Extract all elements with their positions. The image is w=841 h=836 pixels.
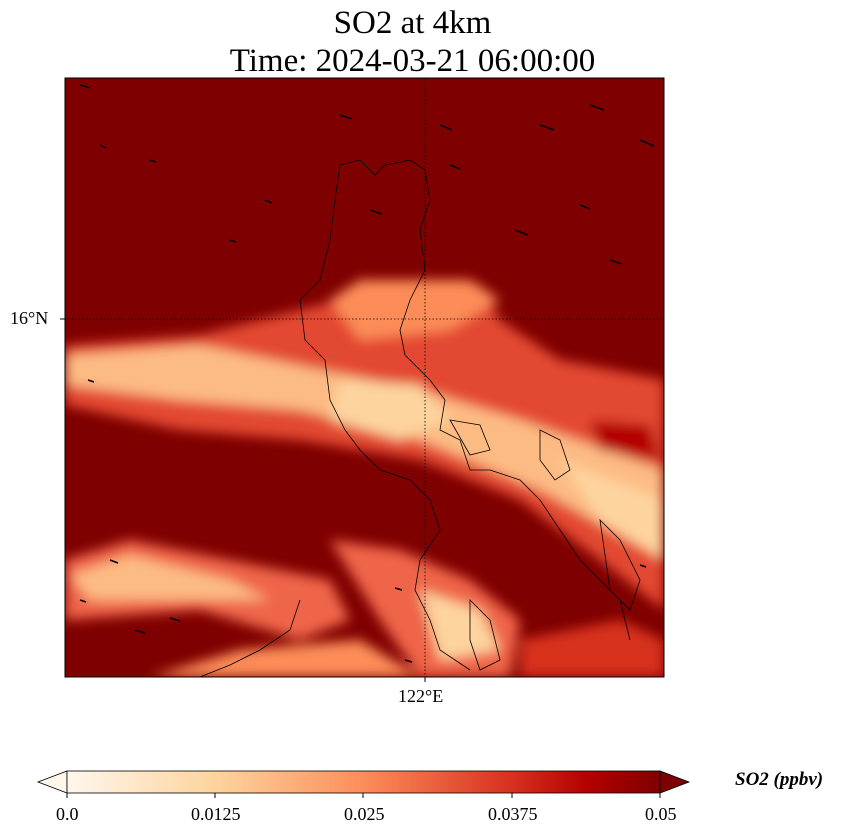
colorbar-tick-label: 0.0125 <box>191 804 241 824</box>
plume-lower-core <box>70 555 270 600</box>
colorbar-tick-label: 0.05 <box>645 804 677 824</box>
coastline <box>199 159 641 677</box>
plume-band-upper <box>330 280 500 340</box>
colorbar <box>66 770 661 794</box>
lon-tick-label: 122°E <box>398 686 444 706</box>
lat-tick-label: 16°N <box>10 308 49 328</box>
wind-arrows <box>79 84 655 663</box>
plume-band-dark <box>590 420 660 460</box>
colorbar-label: SO2 (ppbv) <box>735 769 824 790</box>
colorbar-tick-label: 0.025 <box>344 804 385 824</box>
plume-band-right <box>560 460 664 560</box>
colorbar-extend-low <box>36 770 68 794</box>
colorbar-ticks <box>66 793 661 798</box>
so2-field <box>65 78 664 677</box>
plume-bottom <box>150 640 420 677</box>
colorbar-tick-label: 0.0375 <box>488 804 538 824</box>
chart-title: SO2 at 4km <box>333 5 492 41</box>
plume-band-core <box>65 345 664 560</box>
map-frame <box>64 77 665 678</box>
plume-lower-mid-core <box>420 590 500 660</box>
colorbar-tick-label: 0.0 <box>56 804 79 824</box>
colorbar-extend-high <box>659 770 691 794</box>
plume-bottom-right <box>520 620 664 677</box>
plume-band-peak <box>330 380 450 440</box>
chart-subtitle: Time: 2024-03-21 06:00:00 <box>229 43 596 79</box>
